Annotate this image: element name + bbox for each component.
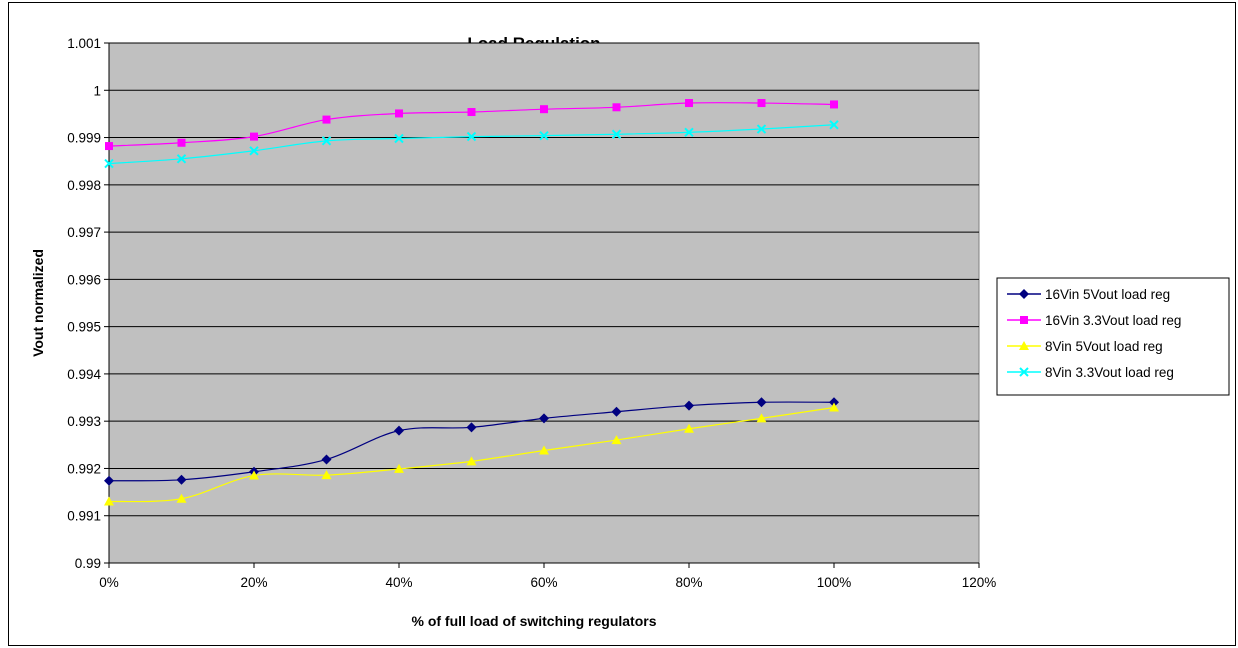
legend-box (996, 277, 1230, 396)
data-point (322, 115, 331, 124)
x-tick-label: 0% (99, 575, 119, 590)
data-point (177, 138, 186, 147)
data-point (105, 142, 113, 151)
series-2 (105, 99, 838, 151)
x-tick-label: 20% (240, 575, 267, 590)
data-point (466, 456, 477, 466)
data-point (176, 154, 187, 164)
data-point (466, 422, 477, 433)
y-tick-label: 0.994 (67, 367, 101, 382)
x-tick-label: 80% (675, 575, 702, 590)
legend: 16Vin 5Vout load reg 16Vin 3.3Vout load r… (996, 277, 1230, 396)
data-point (829, 397, 839, 408)
y-tick-label: 0.997 (67, 225, 101, 240)
legend-item: 16Vin 3.3Vout load reg (1007, 313, 1181, 328)
data-point (612, 103, 621, 112)
data-point (321, 454, 332, 465)
data-point (249, 146, 259, 156)
legend-label: 16Vin 3.3Vout load reg (1045, 313, 1181, 328)
data-point (104, 496, 114, 506)
x-tick-label: 100% (817, 575, 852, 590)
legend-marker (1019, 289, 1029, 299)
x-tick-labels: 0% 20% 40% 60% 80% 100% 120% (99, 575, 996, 590)
legend-item: 8Vin 3.3Vout load reg (1007, 365, 1174, 380)
data-point (540, 105, 548, 114)
data-point (104, 158, 114, 169)
legend-label: 16Vin 5Vout load reg (1045, 287, 1170, 302)
data-point (684, 400, 694, 411)
series-3 (104, 402, 839, 506)
y-tick-label: 0.995 (67, 320, 101, 335)
x-axis-title: % of full load of switching regulators (411, 613, 656, 629)
data-point (829, 402, 839, 412)
data-point (685, 99, 693, 108)
data-point (176, 474, 187, 485)
data-point (176, 493, 187, 503)
series-layer (104, 99, 839, 506)
legend-label: 8Vin 5Vout load reg (1045, 339, 1163, 354)
y-tick-label: 0.993 (67, 414, 101, 429)
data-point (756, 397, 767, 408)
data-point (250, 132, 258, 141)
data-point (684, 127, 694, 138)
data-point (466, 131, 477, 142)
legend-label: 8Vin 3.3Vout load reg (1045, 365, 1174, 380)
legend-marker (1019, 367, 1029, 377)
y-tick-label: 0.996 (67, 272, 101, 287)
legend-item: 16Vin 5Vout load reg (1007, 287, 1170, 302)
series-4 (104, 120, 839, 169)
y-tick-label: 0.999 (67, 131, 101, 146)
data-point (756, 413, 767, 423)
x-tick-label: 40% (385, 575, 412, 590)
data-point (756, 124, 767, 134)
data-point (395, 109, 403, 118)
data-point (467, 108, 476, 117)
y-tick-label: 0.99 (75, 556, 101, 571)
y-tick-labels: 0.99 0.991 0.992 0.993 0.994 0.995 0.996 0.997 0… (67, 36, 101, 571)
data-point (321, 470, 332, 480)
x-tick-label: 60% (530, 575, 557, 590)
y-tick-label: 0.992 (67, 461, 101, 476)
load-regulation-chart: Load Regulation 0.990.9910.9920.9930.994… (30, 34, 1230, 629)
data-point (394, 133, 404, 144)
y-tick-label: 1.001 (67, 36, 101, 51)
series-1 (104, 397, 839, 486)
chart-frame: Load Regulation 0.990.9910.9920.9930.994… (8, 2, 1236, 646)
data-point (321, 136, 332, 146)
data-point (539, 130, 549, 141)
legend-marker (1019, 341, 1029, 350)
data-point (611, 406, 622, 417)
data-point (394, 425, 404, 436)
data-point (539, 445, 549, 455)
plot-area (108, 42, 980, 564)
y-tick-label: 0.998 (67, 178, 101, 193)
data-point (757, 99, 766, 108)
gridlines (104, 42, 980, 568)
data-point (611, 129, 622, 139)
y-axis-title: Vout normalized (30, 249, 46, 357)
y-tick-label: 1 (93, 83, 101, 98)
data-point (394, 463, 404, 473)
data-point (611, 435, 622, 445)
data-point (829, 120, 839, 130)
data-point (104, 475, 114, 486)
data-point (539, 413, 549, 424)
data-point (684, 423, 694, 433)
y-tick-label: 0.991 (67, 509, 101, 524)
x-tick-label: 120% (962, 575, 997, 590)
legend-marker (1020, 316, 1028, 324)
data-point (249, 470, 259, 480)
legend-item: 8Vin 5Vout load reg (1007, 339, 1163, 354)
data-point (830, 100, 838, 109)
